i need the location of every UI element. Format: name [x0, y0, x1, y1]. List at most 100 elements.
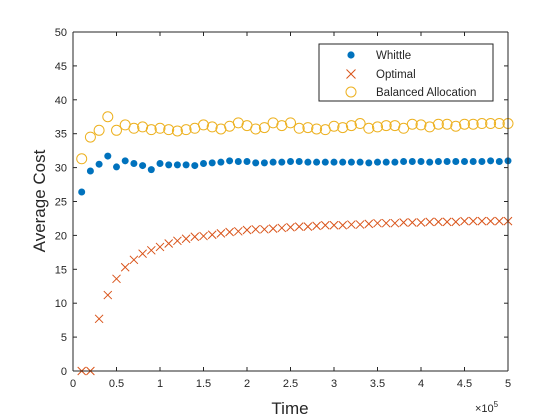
legend-marker-balanced-allocation	[345, 86, 357, 98]
point-optimal	[477, 216, 487, 226]
point-balanced-allocation	[372, 121, 383, 133]
x-tick-label: 5	[505, 378, 511, 390]
point-balanced-allocation	[328, 120, 340, 132]
point-balanced-allocation	[337, 122, 349, 134]
point-optimal	[146, 245, 156, 255]
point-balanced-allocation	[171, 125, 183, 137]
point-optimal	[112, 274, 121, 284]
y-tick-label: 20	[55, 230, 67, 242]
point-whittle	[469, 157, 477, 165]
point-optimal	[225, 227, 234, 237]
data-marks	[76, 111, 514, 376]
point-balanced-allocation	[250, 123, 262, 135]
point-whittle	[365, 159, 373, 167]
point-optimal	[434, 217, 443, 227]
point-whittle	[426, 158, 434, 166]
point-optimal	[207, 230, 217, 240]
x-multiplier: ×105	[475, 400, 499, 415]
point-whittle	[278, 158, 286, 166]
point-whittle	[243, 157, 251, 165]
legend-label-optimal: Optimal	[376, 69, 416, 81]
point-balanced-allocation	[293, 122, 305, 134]
point-balanced-allocation	[450, 120, 462, 132]
point-whittle	[200, 160, 207, 168]
legend-item-whittle: Whittle	[347, 50, 411, 62]
point-optimal	[407, 218, 417, 227]
point-whittle	[260, 159, 268, 167]
y-tick-label: 10	[55, 298, 67, 310]
x-multiplier-exponent: 5	[494, 400, 499, 409]
point-optimal	[390, 218, 400, 228]
point-whittle	[330, 158, 338, 166]
point-balanced-allocation	[154, 122, 166, 134]
point-whittle	[78, 188, 86, 196]
point-whittle	[226, 157, 234, 165]
y-axis-label: Average Cost	[30, 149, 49, 252]
point-balanced-allocation	[302, 122, 314, 134]
point-whittle	[104, 152, 112, 160]
point-balanced-allocation	[111, 124, 122, 136]
point-whittle	[487, 157, 495, 165]
point-balanced-allocation	[485, 118, 497, 130]
point-optimal	[181, 234, 191, 244]
point-optimal	[320, 220, 330, 230]
point-balanced-allocation	[354, 118, 366, 130]
point-optimal	[233, 226, 243, 236]
x-tick-label: 3.5	[370, 378, 385, 390]
point-balanced-allocation	[467, 118, 479, 130]
point-whittle	[182, 161, 190, 169]
point-balanced-allocation	[145, 124, 157, 136]
point-whittle	[234, 157, 242, 165]
legend-item-optimal: Optimal	[346, 69, 416, 81]
point-whittle	[217, 158, 225, 166]
x-tick-label: 4.5	[457, 378, 472, 390]
point-balanced-allocation	[345, 120, 357, 132]
point-optimal	[94, 314, 104, 324]
point-whittle	[452, 157, 460, 165]
x-tick-label: 2.5	[283, 378, 298, 390]
point-optimal	[199, 231, 208, 241]
point-optimal	[164, 239, 174, 248]
point-optimal	[260, 224, 269, 234]
point-optimal	[399, 218, 408, 227]
point-whittle	[391, 158, 399, 166]
x-tick-label: 2	[244, 378, 250, 390]
legend-marker-optimal	[346, 69, 356, 79]
legend-label-balanced-allocation: Balanced Allocation	[376, 87, 476, 99]
x-tick-label: 3	[331, 378, 337, 390]
point-optimal	[425, 217, 435, 227]
x-tick-label: 1	[157, 378, 163, 390]
y-tick-label: 35	[55, 129, 67, 141]
x-ticks: 0 0.5 1 1.5 2 2.5 3 3.5 4 4.5 5	[70, 32, 511, 390]
point-balanced-allocation	[258, 122, 270, 134]
point-balanced-allocation	[380, 120, 392, 132]
point-balanced-allocation	[415, 119, 427, 131]
point-optimal	[173, 236, 182, 246]
point-whittle	[321, 158, 329, 166]
point-whittle	[347, 158, 355, 166]
point-balanced-allocation	[198, 119, 209, 131]
y-tick-label: 50	[55, 27, 67, 39]
point-whittle	[208, 159, 216, 167]
point-whittle	[173, 161, 181, 169]
point-whittle	[295, 157, 303, 165]
point-whittle	[121, 157, 129, 165]
point-optimal	[103, 290, 113, 300]
point-balanced-allocation	[493, 118, 505, 130]
point-balanced-allocation	[93, 124, 105, 136]
point-whittle	[382, 158, 390, 166]
point-balanced-allocation	[406, 118, 418, 130]
point-optimal	[373, 218, 382, 228]
point-optimal	[381, 218, 391, 228]
x-tick-label: 1.5	[196, 378, 211, 390]
point-optimal	[338, 220, 348, 230]
point-whittle	[374, 158, 381, 166]
point-optimal	[251, 224, 261, 234]
point-balanced-allocation	[285, 117, 296, 129]
point-whittle	[434, 157, 442, 165]
point-whittle	[191, 162, 199, 170]
point-whittle	[304, 158, 312, 166]
point-whittle	[113, 163, 120, 171]
x-tick-label: 0	[70, 378, 76, 390]
point-optimal	[138, 249, 147, 259]
